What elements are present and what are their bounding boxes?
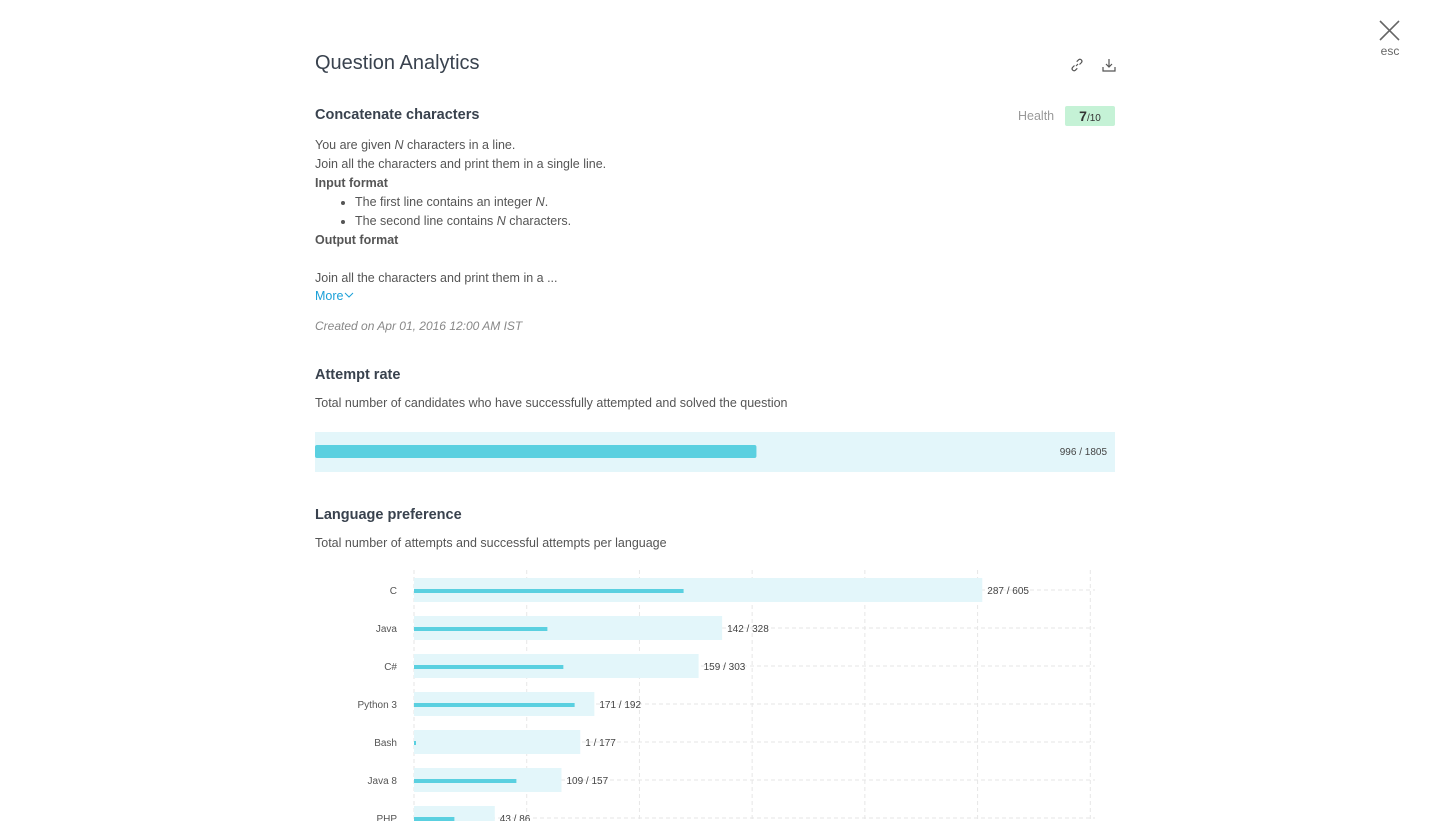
success-bar <box>414 665 564 669</box>
download-icon[interactable] <box>1101 57 1117 73</box>
math: N <box>394 138 404 152</box>
attempt-fill <box>315 445 757 458</box>
success-bar <box>414 703 575 707</box>
question-title: Concatenate characters <box>315 107 480 123</box>
math: N <box>496 214 506 228</box>
value-label: 43 / 86 <box>500 814 531 821</box>
y-tick-label: Bash <box>374 738 397 749</box>
text: The first line contains an integer <box>355 195 536 209</box>
y-tick-label: Java <box>376 624 398 635</box>
y-tick-label: PHP <box>376 814 397 821</box>
bullet: The second line contains N characters. <box>355 212 1115 231</box>
text: characters in a line. <box>403 138 516 152</box>
chart-subtitle: Total number of attempts and successful … <box>315 536 667 550</box>
download-glyph <box>1102 59 1116 72</box>
text: You are given <box>315 138 395 152</box>
section-heading: Input format <box>315 176 388 190</box>
value-label: 287 / 605 <box>987 586 1029 597</box>
attempt-title: Attempt rate <box>315 367 401 383</box>
value-label: 142 / 328 <box>727 624 769 635</box>
attempt-value-label: 996 / 1805 <box>1060 447 1108 458</box>
health-score: 7 <box>1079 108 1087 124</box>
text: The second line contains <box>355 214 497 228</box>
chevron <box>345 292 354 298</box>
y-tick-label: C# <box>384 662 397 673</box>
success-bar <box>414 589 684 593</box>
description-line: Join all the characters and print them i… <box>315 157 607 171</box>
success-bar <box>414 817 455 821</box>
attempt-bar: 996 / 1805 <box>315 432 1115 472</box>
description: You are given N characters in a line. Jo… <box>315 136 1115 288</box>
bullet: The first line contains an integer N. <box>355 193 1115 212</box>
more-text[interactable]: More <box>315 289 344 303</box>
chart: C 287 / 605 Java 142 / 328 C# 159 / 303 Python… <box>358 570 1095 821</box>
chevron-icon <box>345 292 354 298</box>
close-icon <box>1379 20 1400 41</box>
y-tick-label: Java 8 <box>368 776 398 787</box>
attempt-subtitle: Total number of candidates who have succ… <box>315 396 788 410</box>
more-link[interactable]: More <box>315 289 355 303</box>
health-badge: 7/10 <box>1065 106 1115 126</box>
page-title: Question Analytics <box>315 52 480 74</box>
y-tick-label: Python 3 <box>358 700 398 711</box>
text: . <box>544 195 549 209</box>
description-line: Join all the characters and print them i… <box>315 271 558 285</box>
y-tick-label: C <box>390 586 397 597</box>
value-label: 159 / 303 <box>704 662 746 673</box>
success-bar <box>414 741 416 745</box>
attempts-bar <box>414 730 581 754</box>
health-scale: /10 <box>1086 113 1101 124</box>
math: N <box>535 195 545 209</box>
section-heading: Output format <box>315 233 399 247</box>
text: characters. <box>505 214 572 228</box>
link-glyph <box>1071 58 1083 72</box>
close-label[interactable]: esc <box>1380 44 1400 58</box>
link-icon[interactable] <box>1069 57 1085 73</box>
success-bar <box>414 627 548 631</box>
chart-title: Language preference <box>315 507 462 523</box>
health-label: Health <box>1018 109 1055 123</box>
success-bar <box>414 779 517 783</box>
bullet-list: The first line contains an integer N. Th… <box>315 193 1115 231</box>
value-label: 109 / 157 <box>566 776 608 787</box>
description-line: You are given N characters in a line. <box>315 136 1115 155</box>
value-label: 1 / 177 <box>585 738 616 749</box>
close-button[interactable] <box>1376 18 1404 44</box>
created-date: Created on Apr 01, 2016 12:00 AM IST <box>315 319 523 333</box>
value-label: 171 / 192 <box>599 700 641 711</box>
